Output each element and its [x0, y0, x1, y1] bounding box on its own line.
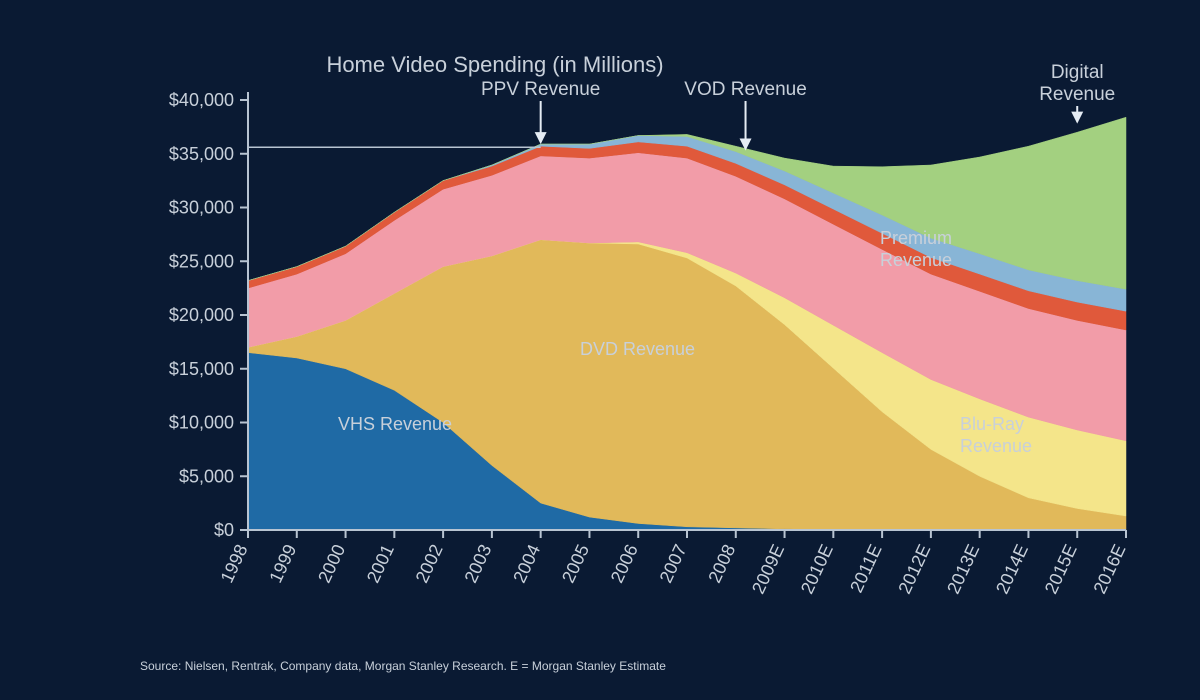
y-tick-label: $20,000	[169, 305, 234, 325]
series-label-bluray: Blu-Ray	[960, 414, 1024, 434]
y-tick-label: $25,000	[169, 251, 234, 271]
y-tick-label: $0	[214, 520, 234, 540]
series-label-dvd: DVD Revenue	[580, 339, 695, 359]
callout-label-vod: VOD Revenue	[684, 79, 807, 100]
y-tick-label: $40,000	[169, 90, 234, 110]
source-citation: Source: Nielsen, Rentrak, Company data, …	[140, 659, 666, 673]
series-label-premium-2: Revenue	[880, 250, 952, 270]
y-tick-label: $5,000	[179, 466, 234, 486]
callout-label-digital-2: Revenue	[1039, 84, 1115, 105]
revenue-stacked-area-chart: $0 $5,000 $10,000 $15,000 $20,000 $25,000 $30,…	[0, 0, 1200, 700]
y-tick-label: $35,000	[169, 144, 234, 164]
callout-label-ppv: PPV Revenue	[481, 79, 600, 100]
y-tick-label: $15,000	[169, 359, 234, 379]
chart-container: $0 $5,000 $10,000 $15,000 $20,000 $25,000 $30,…	[0, 0, 1200, 700]
y-tick-label: $10,000	[169, 413, 234, 433]
y-tick-label: $30,000	[169, 198, 234, 218]
series-label-bluray-2: Revenue	[960, 436, 1032, 456]
series-label-premium: Premium	[880, 228, 952, 248]
callout-label-digital: Digital	[1051, 62, 1104, 83]
series-label-vhs: VHS Revenue	[338, 414, 452, 434]
chart-title: Home Video Spending (in Millions)	[326, 52, 663, 77]
